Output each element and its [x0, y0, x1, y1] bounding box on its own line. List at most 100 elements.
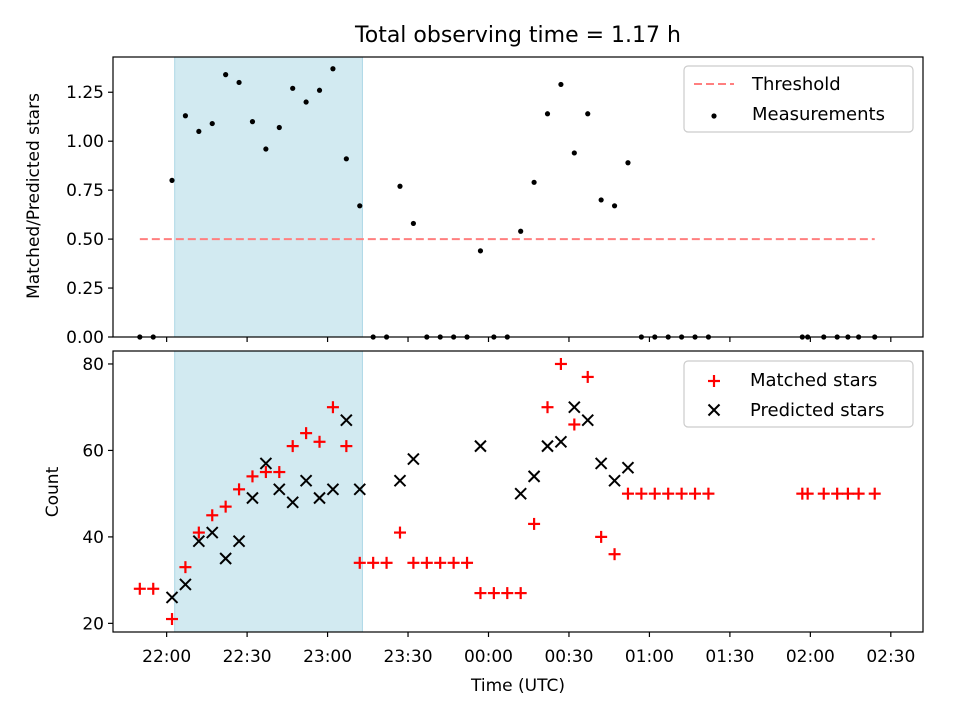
matched-star-point — [528, 517, 541, 530]
measurement-point — [196, 128, 202, 135]
matched-star-point — [233, 483, 246, 496]
measurement-point — [236, 79, 242, 86]
x-tick-label: 00:00 — [464, 647, 513, 667]
x-tick-label: 01:30 — [705, 647, 754, 667]
matched-star-point — [206, 509, 219, 522]
matched-star-point — [817, 487, 830, 500]
matched-star-point — [702, 487, 715, 500]
measurements-legend-swatch — [711, 113, 717, 119]
matched-star-point — [219, 500, 232, 513]
predicted-star-point — [246, 491, 259, 505]
matched-star-point — [147, 582, 160, 595]
measurement-point — [303, 99, 309, 105]
count-legend: Matched stars Predicted stars — [683, 360, 914, 428]
matched-star-point — [300, 427, 313, 440]
matched-star-point — [246, 470, 259, 483]
matched-star-point — [259, 466, 272, 479]
predicted-star-point — [407, 452, 420, 466]
predicted-legend-swatch — [707, 403, 721, 417]
count-panel: 20 40 60 80 22:00 22:30 23:00 23:30 00:00 00:30 0… — [43, 350, 924, 696]
measurement-point — [598, 197, 604, 203]
matched-star-point — [554, 357, 567, 370]
measurement-point — [276, 124, 282, 131]
predicted-star-point — [326, 483, 340, 496]
measurement-point — [263, 146, 269, 152]
y-tick-label: 40 — [82, 528, 104, 548]
predicted-star-point — [554, 435, 568, 448]
matched-star-point — [621, 487, 634, 500]
matched-star-point — [841, 487, 854, 500]
measurement-point — [249, 119, 256, 125]
predicted-star-point — [353, 483, 366, 496]
matched-star-point — [380, 556, 393, 569]
y-tick-label: 1.00 — [66, 132, 104, 152]
count-plot-frame — [112, 350, 924, 633]
measurement-point — [182, 113, 189, 119]
predicted-star-point — [313, 491, 326, 505]
measurement-point — [343, 156, 349, 162]
predicted-star-point — [299, 474, 313, 487]
predicted-star-point — [192, 535, 206, 548]
matched-star-point — [831, 487, 844, 500]
y-tick-label: 0.25 — [66, 279, 104, 299]
measurement-point — [357, 203, 363, 209]
predicted-legend-label: Predicted stars — [750, 400, 884, 421]
predicted-star-point — [219, 552, 232, 565]
measurement-point — [169, 177, 175, 183]
matched-star-point — [608, 548, 621, 561]
matched-star-point — [420, 556, 433, 569]
predicted-star-point — [594, 457, 608, 470]
predicted-star-point — [581, 413, 594, 427]
matched-star-point — [286, 440, 299, 453]
predicted-star-point — [393, 474, 407, 487]
matched-legend-swatch — [708, 375, 720, 387]
matched-star-point — [595, 530, 608, 543]
matched-star-point — [501, 587, 514, 600]
matched-star-point — [353, 556, 366, 569]
predicted-star-point — [514, 487, 527, 500]
x-axis-label: Time (UTC) — [470, 676, 565, 696]
measurement-point — [290, 85, 296, 91]
predicted-star-point — [286, 496, 299, 509]
matched-star-point — [434, 556, 447, 569]
count-y-axis-label: Count — [43, 466, 63, 517]
measurement-point — [477, 248, 484, 254]
predicted-star-point — [232, 535, 246, 548]
measurement-point — [397, 183, 403, 189]
measurement-point — [531, 179, 537, 185]
matched-star-point — [179, 561, 192, 574]
observing-window-shade — [174, 56, 363, 338]
matched-star-point — [407, 556, 420, 569]
y-tick-label: 20 — [82, 614, 104, 634]
chart-title: Total observing time = 1.17 h — [354, 23, 681, 48]
measurement-point — [558, 81, 564, 88]
ratio-y-axis-label: Matched/Predicted stars — [24, 93, 44, 299]
matched-star-point — [192, 526, 205, 539]
ratio-plot-frame — [112, 56, 924, 338]
y-tick-label: 80 — [82, 355, 104, 375]
measurement-point — [625, 160, 631, 166]
y-tick-label: 1.25 — [66, 83, 104, 103]
measurement-point — [316, 87, 323, 93]
matched-star-point — [367, 556, 380, 569]
predicted-star-point — [568, 400, 581, 414]
x-tick-label: 02:30 — [866, 647, 915, 667]
matched-star-point — [852, 487, 865, 500]
ratio-legend: Threshold Measurements — [683, 65, 914, 133]
threshold-legend-label: Threshold — [751, 74, 841, 95]
measurement-point — [585, 111, 591, 117]
matched-star-point — [648, 487, 661, 500]
y-tick-label: 0.00 — [66, 328, 104, 348]
predicted-star-point — [165, 591, 179, 604]
predicted-star-point — [541, 439, 554, 453]
x-tick-label: 23:30 — [384, 647, 433, 667]
predicted-star-point — [273, 483, 286, 496]
measurement-point — [571, 150, 577, 156]
matched-star-point — [514, 587, 527, 600]
legend-box — [683, 360, 914, 428]
x-tick-label: 22:00 — [142, 647, 191, 667]
predicted-star-point — [621, 461, 635, 474]
matched-star-point — [326, 401, 339, 414]
measurement-point — [209, 120, 215, 127]
